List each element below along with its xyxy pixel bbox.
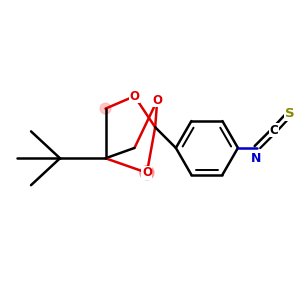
Text: C: C [270,124,278,137]
Text: N: N [251,152,262,165]
Text: O: O [130,90,140,103]
Text: O: O [142,166,152,179]
Text: S: S [285,107,295,120]
Circle shape [100,103,111,114]
Text: O: O [152,94,162,107]
Circle shape [140,166,154,180]
